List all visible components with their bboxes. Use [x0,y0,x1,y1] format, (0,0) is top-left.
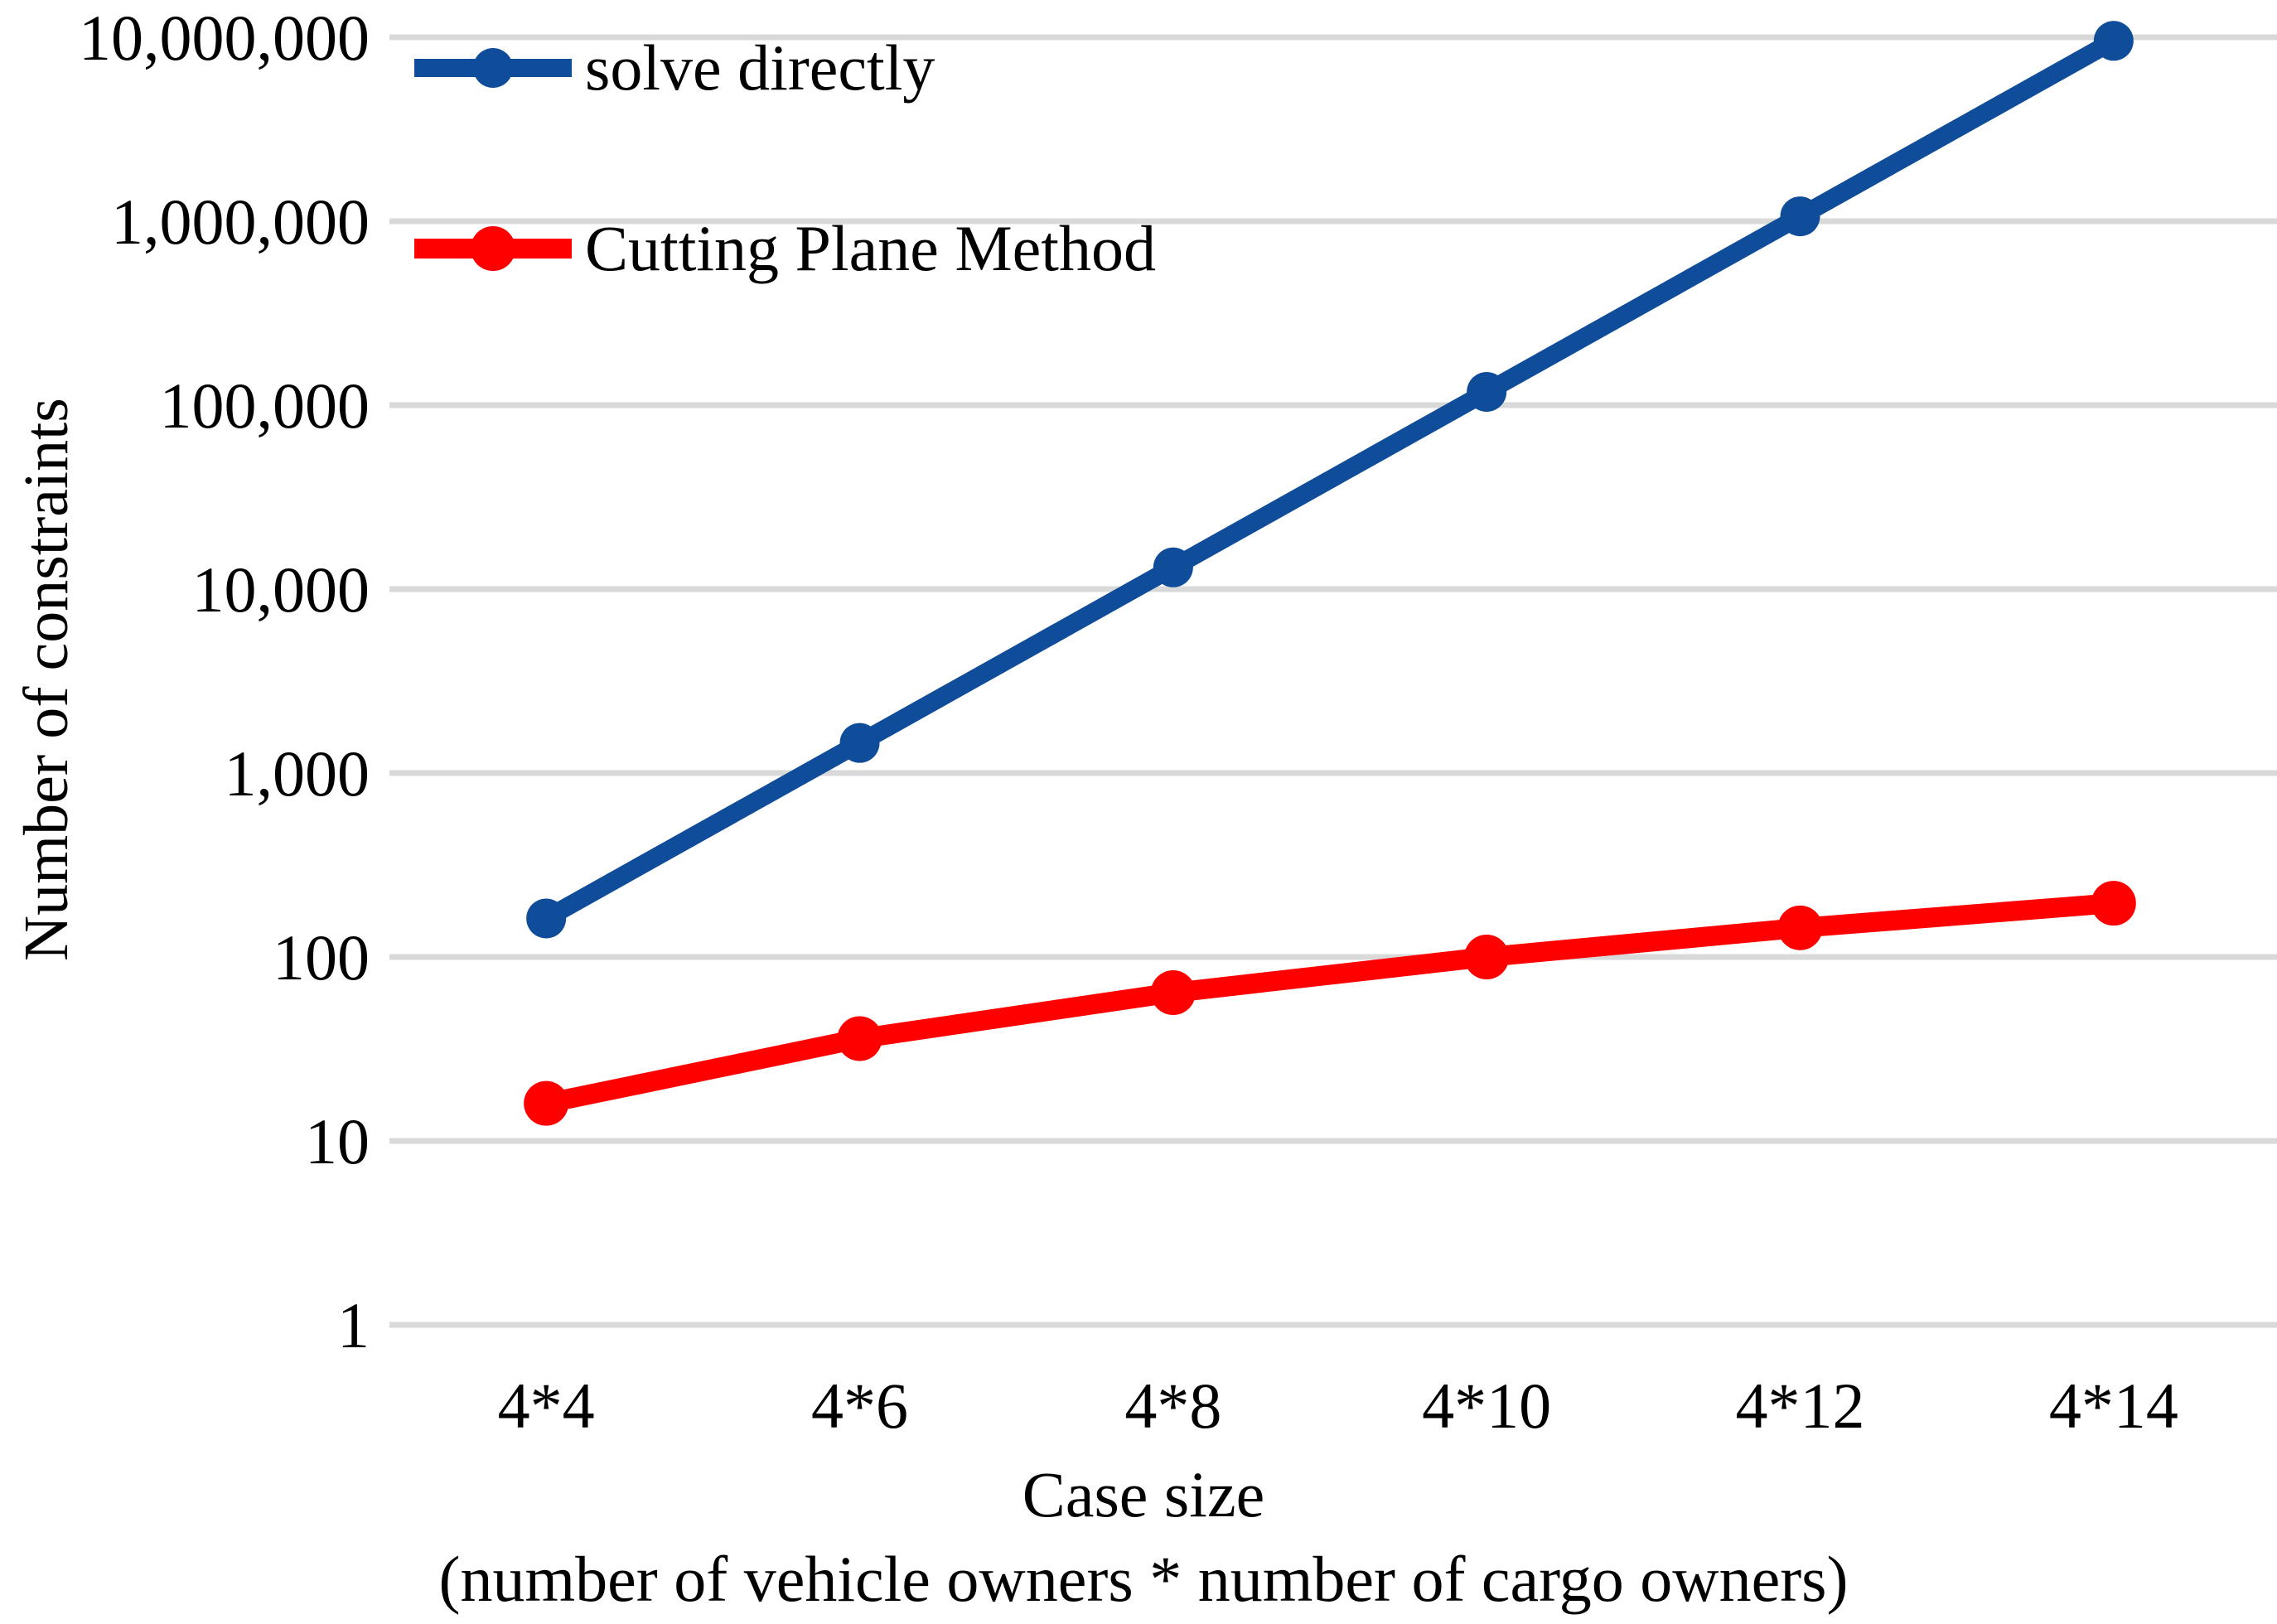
data-point-marker [1780,196,1820,237]
data-point-marker [2091,881,2136,926]
data-point-marker [2093,21,2134,61]
legend-item-cutting-plane-method: Cutting Plane Method [585,212,1156,284]
data-point-marker [839,723,880,763]
x-axis-title: Case size [1022,1458,1265,1530]
y-axis-tick-label: 1,000 [225,737,370,810]
series-line-1 [536,893,2124,1114]
x-axis-tick-label: 4*10 [1422,1370,1551,1442]
x-axis-tick-label: 4*8 [1124,1370,1221,1442]
y-axis-tick-label: 100 [273,921,370,993]
y-axis-tick-label: 10,000,000 [79,2,370,74]
y-axis-tick-label: 10 [305,1105,370,1177]
x-axis-tick-label: 4*12 [1736,1370,1865,1442]
data-point-marker [1464,935,1510,979]
y-axis-tick-label: 100,000 [160,370,370,442]
data-point-marker [524,1080,569,1126]
series-line-0 [537,31,2123,928]
legend-item-solve-directly: solve directly [585,31,935,104]
data-point-marker [837,1016,882,1061]
y-axis-title: Number of constraints [12,398,81,961]
x-axis-tick-label: 4*6 [811,1370,908,1442]
legend-swatch-marker [473,48,513,88]
x-axis-tick-label: 4*4 [498,1370,595,1442]
data-point-marker [526,898,567,939]
y-axis-tick-label: 1,000,000 [111,186,370,258]
data-point-marker [1150,970,1196,1016]
x-axis-tick-label: 4*14 [2049,1370,2178,1442]
legend-swatch-marker [471,226,515,271]
data-point-marker [1153,547,1193,587]
y-axis-tick-label: 10,000 [192,553,370,626]
data-point-marker [1777,905,1823,950]
data-point-marker [1467,371,1507,412]
x-axis-title-subtitle: (number of vehicle owners * number of ca… [438,1543,1849,1615]
y-axis-tick-label: 1 [337,1289,370,1361]
